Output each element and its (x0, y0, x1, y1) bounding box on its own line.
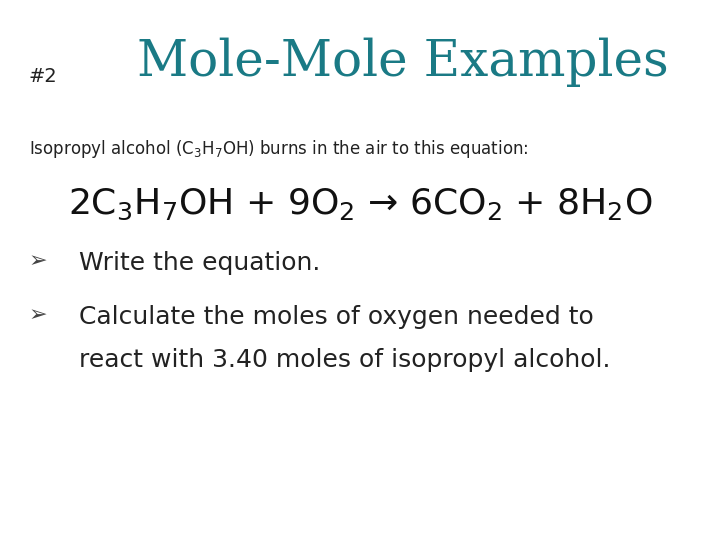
Text: Isopropyl alcohol (C$_3$H$_7$OH) burns in the air to this equation:: Isopropyl alcohol (C$_3$H$_7$OH) burns i… (29, 138, 528, 160)
Text: #2: #2 (29, 68, 58, 86)
Text: react with 3.40 moles of isopropyl alcohol.: react with 3.40 moles of isopropyl alcoh… (79, 348, 611, 372)
Text: ➢: ➢ (29, 251, 48, 271)
Text: Write the equation.: Write the equation. (79, 251, 320, 275)
Text: Mole-Mole Examples: Mole-Mole Examples (138, 38, 669, 87)
Text: Calculate the moles of oxygen needed to: Calculate the moles of oxygen needed to (79, 305, 594, 329)
Text: 2C$_3$H$_7$OH + 9O$_2$ → 6CO$_2$ + 8H$_2$O: 2C$_3$H$_7$OH + 9O$_2$ → 6CO$_2$ + 8H$_2… (68, 186, 652, 221)
Text: ➢: ➢ (29, 305, 48, 325)
